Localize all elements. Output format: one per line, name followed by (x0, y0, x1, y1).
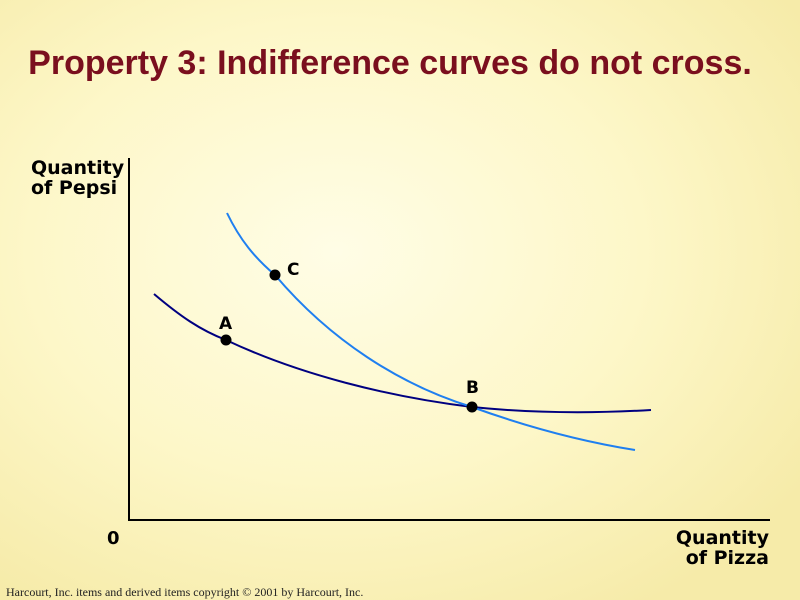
indifference-curve-steep (226, 212, 636, 451)
point-c-marker (269, 269, 281, 281)
point-a-label: A (219, 314, 233, 334)
copyright-footer: Harcourt, Inc. items and derived items c… (6, 585, 364, 599)
indifference-curve-flat (153, 293, 652, 414)
x-axis-label-line2: of Pizza (685, 547, 769, 569)
x-axis-label-line1: Quantity (675, 527, 769, 549)
y-axis-label: Quantity of Pepsi (31, 158, 124, 198)
y-axis-label-line1: Quantity (31, 157, 125, 179)
slide-title: Property 3: Indifference curves do not c… (28, 44, 752, 82)
point-a-marker (220, 334, 232, 346)
x-axis-label: Quantity of Pizza (676, 528, 769, 568)
y-axis-label-line2: of Pepsi (31, 177, 118, 199)
point-b-label: B (466, 378, 479, 398)
point-c-label: C (287, 260, 299, 280)
point-b-marker (466, 401, 478, 413)
origin-label: 0 (107, 528, 120, 549)
